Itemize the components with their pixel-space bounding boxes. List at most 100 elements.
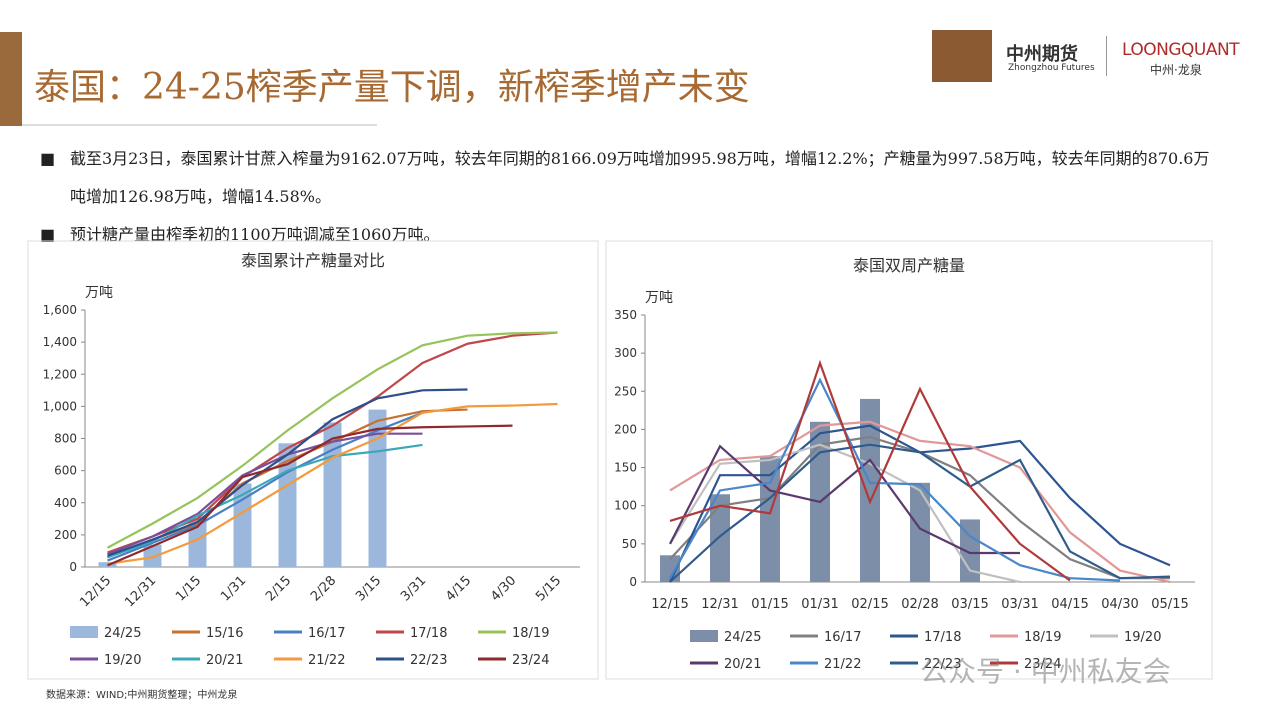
x-tick-label: 01/31 [801,597,838,612]
y-tick-label: 1,400 [43,335,77,349]
y-unit: 万吨 [85,285,113,301]
chart-title: 泰国累计产糖量对比 [241,251,385,270]
bar [233,483,252,567]
legend-label: 15/16 [206,626,243,641]
brand-sub: 中州·龙泉 [1150,63,1202,77]
logo-cn: 中州期货 [1006,44,1078,65]
legend-swatch [70,626,98,638]
line [106,331,558,549]
x-tick-label: 4/15 [443,573,474,604]
bar [960,519,980,582]
legend-label: 21/22 [824,657,861,672]
x-tick-label: 12/15 [77,573,114,610]
y-unit: 万吨 [645,290,673,306]
slide-title: 泰国：24-25榨季产量下调，新榨季增产未变 [34,67,750,108]
bar [143,544,162,567]
y-tick-label: 300 [614,346,637,360]
line [107,424,513,567]
legend-label: 23/24 [1024,657,1061,672]
bar [760,456,780,582]
logo-en: Zhongzhou Futures [1008,63,1095,73]
legend-label: 20/21 [206,653,243,668]
x-tick-label: 12/15 [651,597,688,612]
line [669,444,1020,555]
y-tick-label: 600 [54,464,77,478]
legend-label: 22/23 [924,657,961,672]
y-tick-label: 350 [614,308,637,322]
legend-label: 19/20 [1124,630,1161,645]
y-tick-label: 1,200 [43,367,77,381]
legend-label: 21/22 [308,653,345,668]
legend-label: 19/20 [104,653,141,668]
x-tick-label: 12/31 [701,597,738,612]
bullet: 截至3月23日，泰国累计甘蔗入榨量为9162.07万吨，较去年同期的8166.0… [40,140,1210,216]
logo-icon [932,30,992,82]
x-tick-label: 04/15 [1051,597,1088,612]
line [107,388,468,557]
line [669,420,1171,584]
line [107,432,423,556]
y-tick-label: 0 [69,560,77,574]
x-tick-label: 1/31 [218,573,249,604]
logo-divider [1106,36,1107,76]
legend-label: 16/17 [824,630,861,645]
legend-label: 17/18 [410,626,447,641]
y-tick-label: 800 [54,432,77,446]
y-tick-label: 250 [614,384,637,398]
x-tick-label: 04/30 [1101,597,1138,612]
x-tick-label: 2/15 [263,573,294,604]
watermark: 公众号 · 中州私友会 [920,655,1171,688]
y-tick-label: 150 [614,461,637,475]
legend-label: 18/19 [1024,630,1061,645]
side-bar [0,32,22,126]
y-tick-label: 50 [622,537,637,551]
legend-label: 22/23 [410,653,447,668]
x-tick-label: 3/15 [353,573,384,604]
bullet-text: 截至3月23日，泰国累计甘蔗入榨量为9162.07万吨，较去年同期的8166.0… [70,149,1210,206]
bar [660,555,680,582]
x-tick-label: 4/30 [488,573,519,604]
bullet-text: 预计糖产量由榨季初的1100万吨调减至1060万吨。 [70,225,440,244]
y-tick-label: 1,600 [43,303,77,317]
legend-swatch [690,630,718,642]
x-tick-label: 01/15 [751,597,788,612]
bullet: 预计糖产量由榨季初的1100万吨调减至1060万吨。 [40,216,1210,254]
bar [910,482,930,582]
bar [368,409,387,567]
line [107,411,423,562]
brand: LOONGQUANT [1122,40,1240,60]
y-tick-label: 100 [614,499,637,513]
source: 数据来源：WIND;中州期货整理；中州龙泉 [46,690,238,701]
y-tick-label: 200 [54,528,77,542]
legend-label: 16/17 [308,626,345,641]
chart-title: 泰国双周产糖量 [853,256,965,275]
line [669,377,1121,582]
legend-label: 18/19 [512,626,549,641]
y-tick-label: 200 [614,422,637,436]
bar [710,494,730,582]
x-tick-label: 1/15 [173,573,204,604]
chart-frame [27,240,599,680]
line [669,359,1071,582]
x-tick-label: 05/15 [1151,597,1188,612]
legend-label: 17/18 [924,630,961,645]
line [107,402,558,565]
x-tick-label: 03/31 [1001,597,1038,612]
title-rule [22,124,377,126]
x-tick-label: 03/15 [951,597,988,612]
x-tick-label: 3/31 [398,573,429,604]
line [669,443,1021,584]
y-tick-label: 0 [629,575,637,589]
y-tick-label: 1,000 [43,399,77,413]
x-tick-label: 5/15 [533,573,564,604]
legend-label: 24/25 [724,630,761,645]
chart-frame [605,240,1213,680]
legend-label: 24/25 [104,626,141,641]
legend-label: 23/24 [512,653,549,668]
x-tick-label: 02/28 [901,597,938,612]
x-tick-label: 2/28 [308,573,339,604]
x-tick-label: 12/31 [122,573,159,610]
y-tick-label: 400 [54,496,77,510]
